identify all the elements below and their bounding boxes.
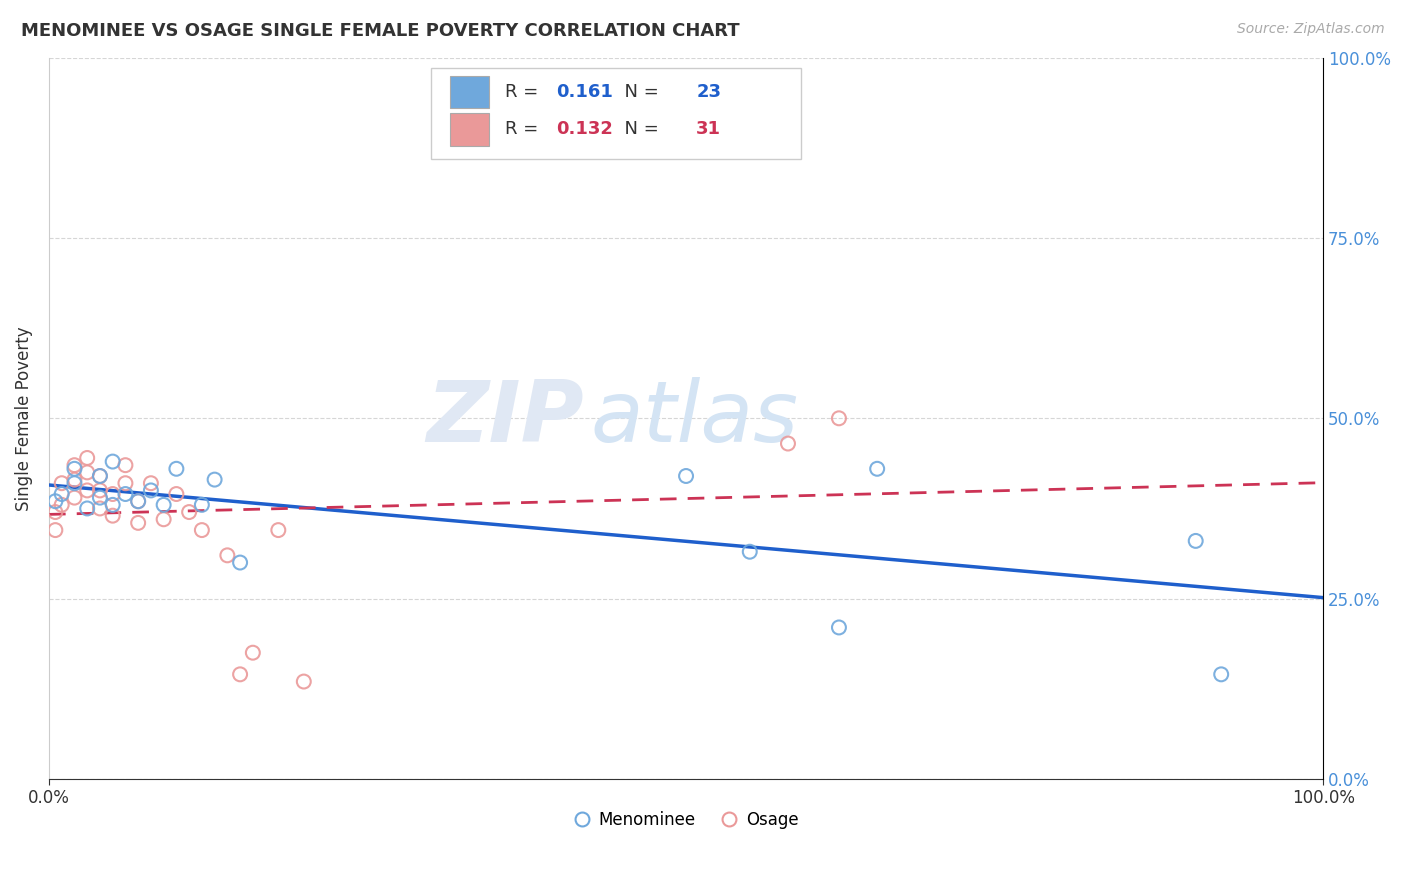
Point [101,487,124,501]
Point [76,466,98,480]
Point [828,411,851,425]
Point [738,545,761,559]
Legend: Menominee, Osage: Menominee, Osage [567,805,806,836]
Point [51,487,73,501]
Point [292,674,315,689]
Point [44,494,66,508]
Point [828,620,851,634]
Point [776,436,799,450]
Point [63,476,86,491]
Point [51,476,73,491]
Point [267,523,290,537]
Point [89,469,111,483]
Point [63,462,86,476]
Point [127,494,149,508]
Point [165,462,187,476]
Point [242,646,264,660]
Point [114,476,136,491]
Point [89,501,111,516]
Point [217,549,239,563]
Point [76,483,98,498]
Point [63,458,86,473]
Point [152,512,174,526]
Text: R =: R = [505,83,544,101]
Text: ZIP: ZIP [426,376,583,459]
Point [191,523,214,537]
Point [139,483,162,498]
Point [191,498,214,512]
Text: Source: ZipAtlas.com: Source: ZipAtlas.com [1237,22,1385,37]
Point [114,458,136,473]
FancyBboxPatch shape [432,69,801,159]
Text: atlas: atlas [591,376,799,459]
Text: 23: 23 [696,83,721,101]
Point [675,469,697,483]
Point [127,494,149,508]
Point [866,462,889,476]
Text: N =: N = [613,120,665,138]
Text: R =: R = [505,120,544,138]
Point [89,469,111,483]
Point [1211,667,1233,681]
Point [204,473,226,487]
Point [127,516,149,530]
Point [101,508,124,523]
Point [76,450,98,465]
Point [101,498,124,512]
Text: MENOMINEE VS OSAGE SINGLE FEMALE POVERTY CORRELATION CHART: MENOMINEE VS OSAGE SINGLE FEMALE POVERTY… [21,22,740,40]
Point [165,487,187,501]
Point [44,505,66,519]
Text: 31: 31 [696,120,721,138]
FancyBboxPatch shape [450,113,488,145]
Text: 0.161: 0.161 [557,83,613,101]
Point [229,556,252,570]
Point [44,523,66,537]
Point [63,473,86,487]
Point [179,505,201,519]
Point [76,501,98,516]
Point [229,667,252,681]
FancyBboxPatch shape [450,76,488,108]
Point [63,491,86,505]
Y-axis label: Single Female Poverty: Single Female Poverty [15,326,32,510]
Point [89,491,111,505]
Point [152,498,174,512]
Text: 0.132: 0.132 [557,120,613,138]
Point [101,454,124,468]
Point [89,483,111,498]
Point [1184,533,1206,548]
Point [114,487,136,501]
Point [139,476,162,491]
Point [51,498,73,512]
Text: N =: N = [613,83,665,101]
